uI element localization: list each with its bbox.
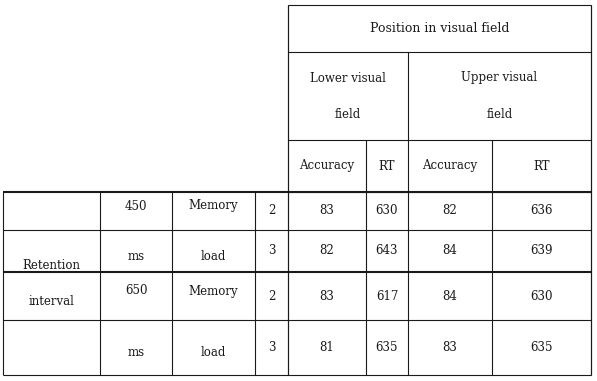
- Text: Position in visual field: Position in visual field: [370, 22, 509, 35]
- Text: 617: 617: [376, 290, 398, 303]
- Text: 83: 83: [442, 341, 457, 354]
- Text: 2: 2: [268, 290, 275, 303]
- Text: 636: 636: [530, 205, 553, 218]
- Text: 643: 643: [376, 245, 398, 258]
- Text: ms: ms: [127, 250, 144, 263]
- Text: 83: 83: [319, 290, 334, 303]
- Text: 635: 635: [530, 341, 553, 354]
- Text: Upper visual

field: Upper visual field: [461, 72, 537, 120]
- Text: 81: 81: [319, 341, 334, 354]
- Text: 82: 82: [319, 245, 334, 258]
- Text: 83: 83: [319, 205, 334, 218]
- Text: RT: RT: [378, 160, 395, 173]
- Text: ms: ms: [127, 346, 144, 359]
- Text: Accuracy: Accuracy: [300, 160, 355, 173]
- Text: RT: RT: [533, 160, 550, 173]
- Text: 639: 639: [530, 245, 553, 258]
- Text: load: load: [201, 346, 226, 359]
- Text: load: load: [201, 250, 226, 263]
- Text: 630: 630: [530, 290, 553, 303]
- Text: 3: 3: [267, 341, 275, 354]
- Text: 650: 650: [125, 285, 147, 298]
- Text: 82: 82: [442, 205, 457, 218]
- Text: 2: 2: [268, 205, 275, 218]
- Text: 3: 3: [267, 245, 275, 258]
- Text: 84: 84: [442, 245, 457, 258]
- Text: Retention

interval: Retention interval: [23, 259, 81, 308]
- Text: 635: 635: [376, 341, 398, 354]
- Text: Memory: Memory: [189, 285, 238, 298]
- Text: 450: 450: [125, 200, 147, 213]
- Text: Memory: Memory: [189, 200, 238, 213]
- Text: Accuracy: Accuracy: [423, 160, 478, 173]
- Text: Lower visual

field: Lower visual field: [310, 72, 386, 120]
- Text: 84: 84: [442, 290, 457, 303]
- Text: 630: 630: [376, 205, 398, 218]
